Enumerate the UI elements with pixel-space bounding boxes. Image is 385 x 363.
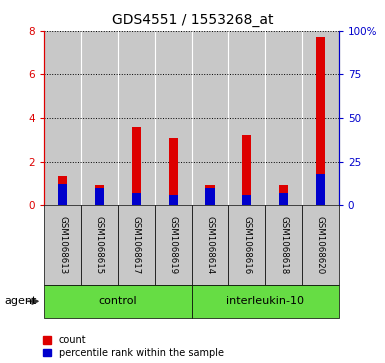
Bar: [155, 205, 192, 285]
Text: control: control: [99, 296, 137, 306]
Bar: [279, 185, 288, 205]
Bar: [81, 205, 118, 285]
Bar: [44, 31, 81, 205]
Bar: [95, 188, 104, 205]
Bar: [242, 135, 251, 205]
Bar: [205, 185, 214, 205]
Text: GSM1068615: GSM1068615: [95, 216, 104, 274]
Bar: [58, 184, 67, 205]
Text: GSM1068620: GSM1068620: [316, 216, 325, 274]
Bar: [192, 285, 339, 318]
Bar: [118, 205, 155, 285]
Bar: [44, 205, 81, 285]
Text: GSM1068613: GSM1068613: [58, 216, 67, 274]
Text: GSM1068616: GSM1068616: [242, 216, 251, 274]
Bar: [169, 195, 178, 205]
Bar: [228, 205, 265, 285]
Bar: [155, 31, 192, 205]
Bar: [95, 185, 104, 205]
Bar: [316, 37, 325, 205]
Bar: [132, 127, 141, 205]
Bar: [169, 138, 178, 205]
Text: agent: agent: [5, 296, 37, 306]
Bar: [58, 176, 67, 205]
Bar: [118, 31, 155, 205]
Bar: [265, 31, 302, 205]
Bar: [192, 31, 228, 205]
Text: GSM1068617: GSM1068617: [132, 216, 141, 274]
Bar: [279, 193, 288, 205]
Text: GSM1068619: GSM1068619: [169, 216, 177, 274]
Text: GSM1068614: GSM1068614: [206, 216, 214, 274]
Bar: [205, 188, 214, 205]
Bar: [316, 174, 325, 205]
Legend: count, percentile rank within the sample: count, percentile rank within the sample: [44, 335, 224, 358]
Bar: [228, 31, 265, 205]
Bar: [81, 31, 118, 205]
Bar: [192, 205, 228, 285]
Bar: [302, 205, 339, 285]
Text: GDS4551 / 1553268_at: GDS4551 / 1553268_at: [112, 13, 273, 27]
Bar: [302, 31, 339, 205]
Text: GSM1068618: GSM1068618: [279, 216, 288, 274]
Bar: [44, 285, 192, 318]
Bar: [265, 205, 302, 285]
Text: interleukin-10: interleukin-10: [226, 296, 304, 306]
Bar: [132, 193, 141, 205]
Bar: [242, 195, 251, 205]
